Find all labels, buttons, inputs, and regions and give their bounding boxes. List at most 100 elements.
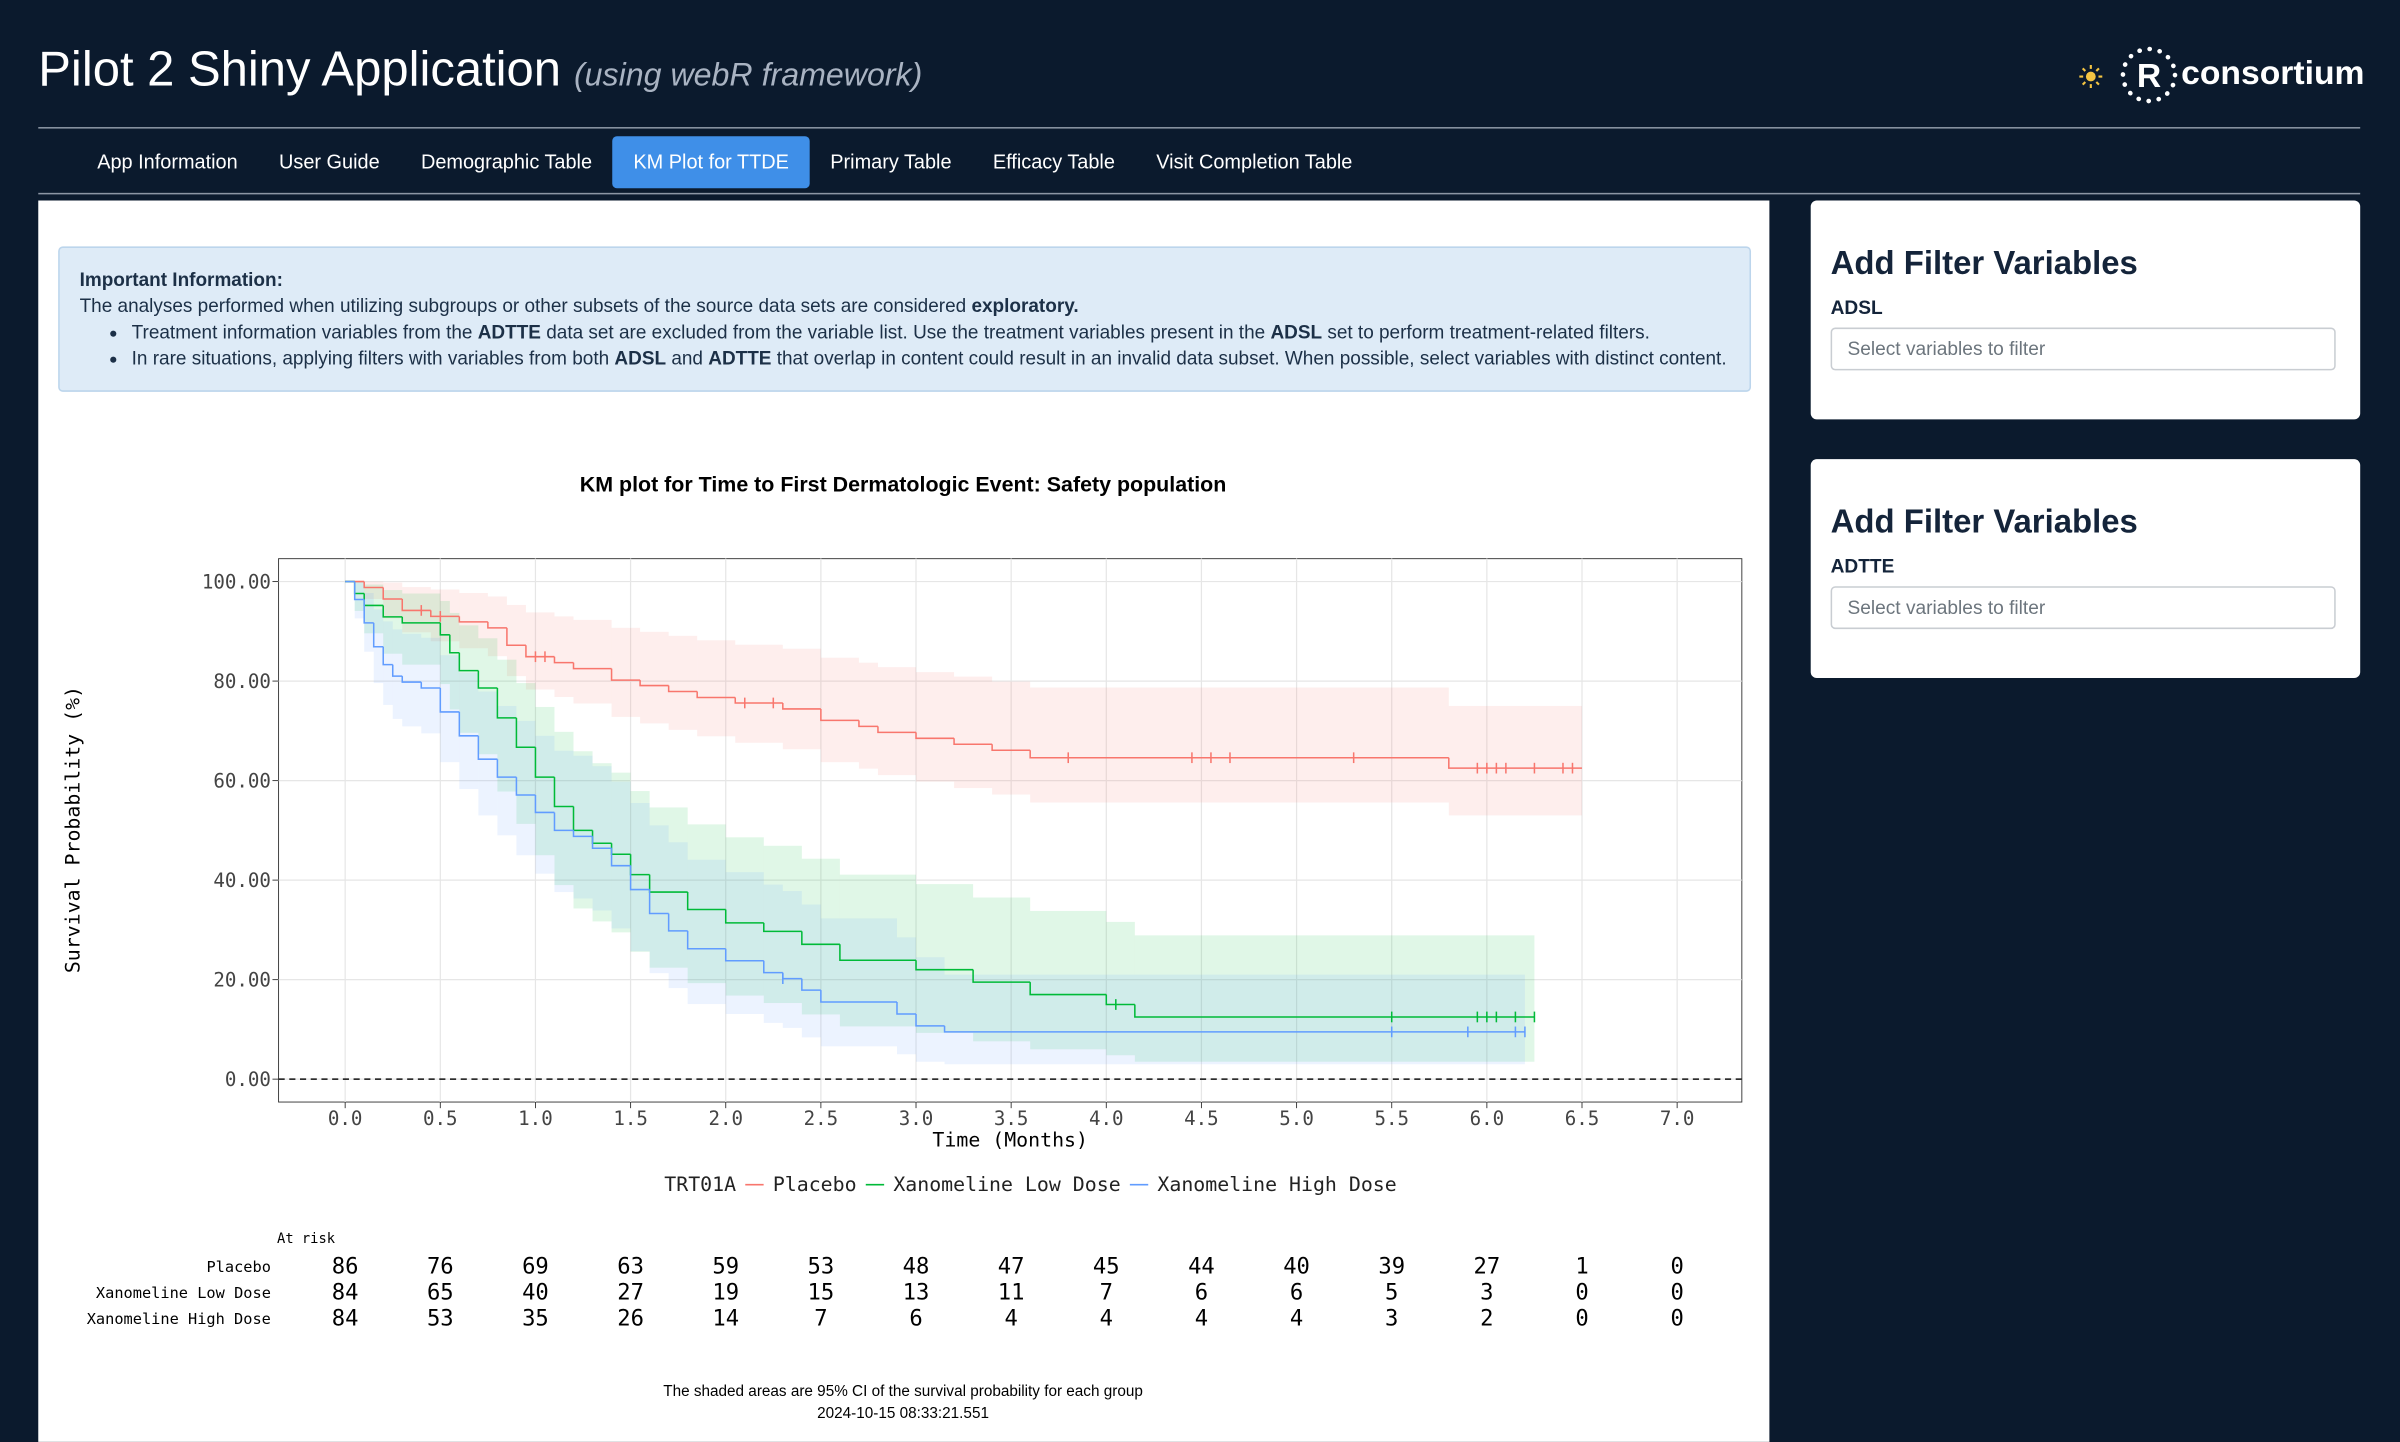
km-step	[696, 691, 736, 699]
info-text: set to perform treatment-related filters…	[1322, 321, 1650, 343]
km-step	[801, 931, 840, 946]
km-step	[420, 682, 441, 689]
nav-tab[interactable]: Demographic Table	[420, 149, 593, 173]
km-step	[439, 622, 450, 636]
theme-toggle[interactable]	[2076, 61, 2107, 92]
risk-count: 84	[332, 1279, 359, 1305]
ci-band	[820, 657, 859, 763]
title: Pilot 2 Shiny Application	[38, 41, 562, 97]
filter-select[interactable]: Select variables to filter	[1830, 586, 2336, 630]
risk-count: 6	[1195, 1279, 1208, 1305]
km-step	[534, 747, 555, 778]
filter-card: Add Filter Variables ADTTE Select variab…	[1810, 459, 2361, 679]
x-tick-label: 6.0	[1470, 1107, 1505, 1130]
x-tick-label: 4.5	[1184, 1107, 1219, 1130]
x-tick-label: 6.5	[1565, 1107, 1600, 1130]
info-heading: Important Information:	[79, 269, 283, 291]
ci-band	[640, 631, 669, 724]
y-tick-label: 80.00	[213, 670, 271, 693]
risk-count: 1	[1575, 1253, 1588, 1279]
risk-count: 27	[617, 1279, 644, 1305]
km-step	[896, 1002, 917, 1015]
info-bullets: Treatment information variables from the…	[80, 320, 1732, 372]
risk-count: 0	[1670, 1253, 1683, 1279]
km-step	[1448, 757, 1582, 769]
km-step	[1134, 1004, 1535, 1018]
ci-band	[668, 842, 688, 989]
y-tick-label: 40.00	[213, 869, 271, 892]
ci-band	[383, 582, 403, 619]
km-step	[477, 735, 498, 760]
legend-title: TRT01A	[664, 1173, 736, 1196]
risk-count: 15	[808, 1279, 835, 1305]
x-tick-label: 3.5	[994, 1107, 1029, 1130]
ci-band	[916, 884, 974, 1033]
legend-label: Xanomeline Low Dose	[893, 1173, 1120, 1196]
km-step	[972, 969, 1031, 983]
risk-count: 53	[808, 1253, 835, 1279]
risk-count: 0	[1575, 1306, 1588, 1332]
risk-count: 86	[332, 1253, 359, 1279]
nav-tab[interactable]: App Information	[97, 149, 238, 173]
nav-tab[interactable]: Primary Table	[830, 149, 952, 173]
risk-count: 0	[1670, 1279, 1683, 1305]
nav-tab[interactable]: Efficacy Table	[992, 149, 1115, 173]
km-step	[591, 836, 612, 850]
x-tick-label: 1.5	[613, 1107, 648, 1130]
risk-count: 19	[712, 1279, 739, 1305]
ci-band	[459, 593, 488, 649]
nav-tab[interactable]: User Guide	[279, 149, 380, 173]
ci-band	[782, 891, 802, 1028]
ci-band	[516, 683, 536, 824]
km-step	[782, 702, 821, 710]
km-step	[801, 978, 821, 991]
info-bullet: Treatment information variables from the…	[132, 320, 1731, 346]
ci-band	[973, 897, 1031, 1042]
risk-count: 35	[522, 1306, 549, 1332]
km-step	[763, 922, 802, 933]
km-step	[506, 627, 526, 647]
ci-band	[554, 750, 574, 893]
ci-band	[820, 918, 897, 1047]
info-bold: ADSL	[614, 347, 667, 369]
info-text: The analyses performed when utilizing su…	[79, 295, 972, 317]
risk-count: 6	[909, 1306, 922, 1332]
risk-count: 4	[1195, 1306, 1208, 1332]
info-text: In rare situations, applying filters wit…	[131, 347, 615, 369]
info-bullet: In rare situations, applying filters wit…	[132, 346, 1731, 372]
legend-label: Xanomeline High Dose	[1157, 1173, 1396, 1196]
ci-band	[916, 957, 945, 1062]
km-step	[553, 656, 574, 664]
nav-tab[interactable]: Visit Completion Table	[1156, 149, 1353, 173]
info-intro: The analyses performed when utilizing su…	[80, 294, 1732, 320]
km-step	[496, 688, 517, 719]
km-step	[839, 944, 917, 961]
km-step	[458, 652, 479, 672]
km-step	[734, 697, 783, 704]
ci-band	[573, 755, 593, 899]
logo-text: consortium	[2181, 53, 2365, 92]
footnote: The shaded areas are 95% CI of the survi…	[663, 1383, 1143, 1400]
ci-band	[1030, 687, 1449, 803]
nav-tab[interactable]: KM Plot for TTDE	[612, 136, 810, 189]
ci-band	[383, 621, 393, 705]
ci-band	[1030, 910, 1107, 1050]
km-step	[686, 892, 726, 911]
ci-band	[525, 612, 555, 690]
risk-count: 47	[998, 1253, 1025, 1279]
y-tick-label: 60.00	[213, 769, 271, 792]
km-step	[629, 865, 650, 891]
ci-band	[449, 612, 460, 710]
risk-count: 13	[903, 1279, 930, 1305]
ci-band	[506, 604, 526, 677]
km-step	[820, 708, 859, 722]
km-step	[382, 587, 403, 600]
info-text: and	[666, 347, 709, 369]
filter-select[interactable]: Select variables to filter	[1830, 327, 2336, 371]
info-bold: exploratory.	[971, 295, 1079, 317]
km-step	[572, 662, 612, 670]
risk-count: 5	[1385, 1279, 1398, 1305]
x-tick-label: 7.0	[1660, 1107, 1695, 1130]
